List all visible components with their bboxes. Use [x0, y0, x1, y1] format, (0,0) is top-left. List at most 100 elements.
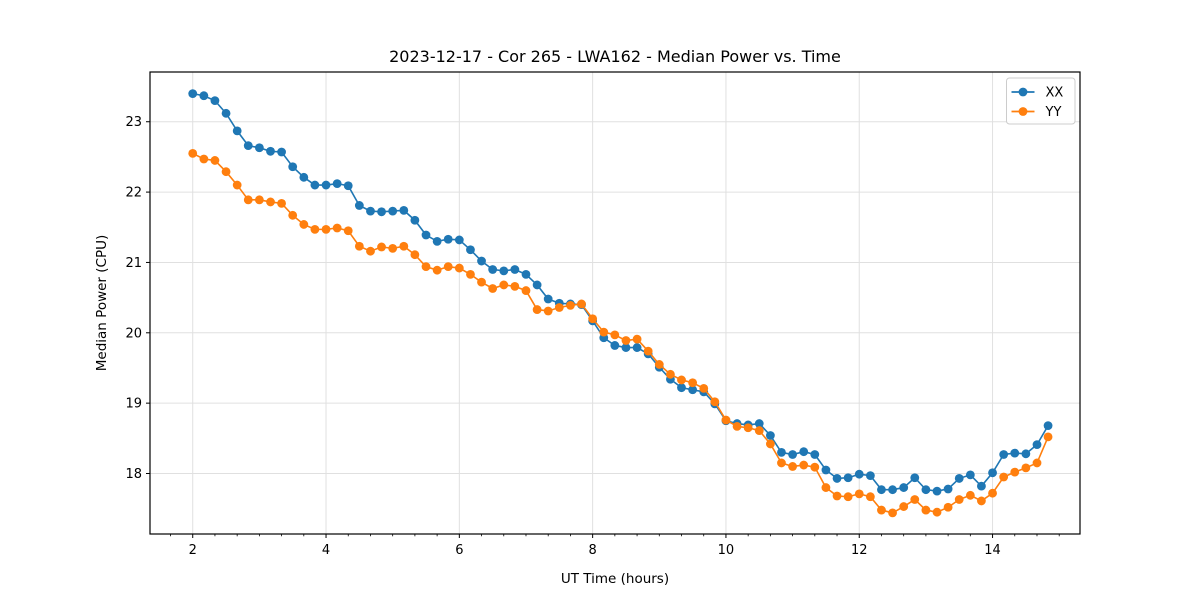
series-marker-YY [988, 488, 997, 498]
series-marker-XX [254, 143, 264, 153]
series-marker-YY [532, 305, 542, 314]
series-marker-YY [366, 246, 375, 256]
series-marker-XX [288, 162, 298, 172]
series-marker-XX [610, 341, 620, 350]
series-marker-YY [254, 195, 264, 205]
series-marker-XX [299, 172, 309, 182]
x-tick-label: 4 [322, 543, 330, 558]
series-marker-YY [566, 300, 575, 310]
series-marker-YY [721, 415, 731, 425]
series-marker-XX [788, 450, 797, 459]
series-marker-XX [810, 450, 820, 459]
series-marker-YY [766, 439, 775, 449]
series-marker-XX [954, 474, 964, 483]
series-marker-XX [877, 485, 886, 495]
series-marker-YY [510, 281, 520, 291]
y-tick-label: 23 [125, 115, 142, 130]
series-marker-YY [410, 250, 420, 260]
series-marker-XX [1032, 440, 1042, 450]
series-marker-XX [466, 245, 475, 255]
series-marker-YY [777, 458, 786, 468]
y-axis-label: Median Power (CPU) [94, 235, 110, 371]
series-marker-YY [732, 421, 742, 431]
series-marker-XX [888, 485, 897, 495]
series-marker-XX [843, 473, 853, 483]
series-marker-XX [632, 343, 642, 352]
series-marker-XX [343, 181, 353, 191]
x-tick-label: 8 [588, 543, 596, 558]
series-marker-YY [899, 502, 909, 511]
series-marker-XX [321, 180, 331, 190]
series-marker-YY [377, 242, 386, 252]
series-marker-XX [943, 484, 953, 494]
series-marker-XX [910, 473, 920, 483]
series-marker-XX [221, 108, 231, 118]
series-marker-YY [699, 383, 709, 393]
series-marker-YY [843, 492, 853, 502]
series-marker-YY [810, 462, 820, 472]
series-marker-XX [388, 206, 398, 216]
series-marker-YY [277, 198, 286, 208]
series-marker-XX [754, 419, 764, 428]
series-marker-YY [477, 277, 486, 287]
series-marker-XX [921, 485, 931, 495]
series-marker-YY [654, 360, 664, 369]
series-marker-YY [610, 330, 620, 340]
series-marker-XX [510, 265, 520, 274]
series-marker-XX [932, 486, 942, 496]
series-marker-YY [677, 375, 686, 385]
series-marker-YY [621, 336, 631, 345]
series-marker-YY [1032, 458, 1042, 468]
series-marker-YY [321, 224, 331, 234]
legend-box [1006, 77, 1076, 125]
series-marker-YY [965, 490, 975, 500]
series-marker-XX [865, 471, 875, 481]
series-marker-XX [443, 234, 453, 244]
series-marker-XX [688, 385, 698, 395]
series-marker-YY [821, 483, 831, 492]
series-marker-XX [621, 343, 631, 352]
legend-label-XX: XX [1046, 86, 1064, 101]
series-marker-YY [454, 263, 464, 273]
series-marker-YY [188, 149, 198, 158]
x-tick-label: 12 [851, 543, 868, 558]
series-marker-YY [266, 197, 275, 207]
series-marker-XX [421, 230, 431, 240]
series-marker-YY [443, 262, 453, 272]
legend-marker-XX [1018, 87, 1028, 97]
series-marker-YY [521, 286, 531, 295]
series-marker-YY [910, 495, 920, 504]
series-marker-XX [777, 447, 786, 457]
series-marker-YY [488, 284, 498, 293]
series-marker-YY [299, 220, 309, 229]
series-marker-YY [310, 224, 320, 234]
series-marker-XX [410, 215, 420, 225]
series-marker-YY [288, 210, 298, 220]
series-marker-YY [888, 508, 897, 518]
series-marker-YY [788, 462, 797, 471]
series-marker-XX [188, 89, 198, 98]
series-marker-YY [432, 265, 442, 275]
series-marker-YY [232, 180, 242, 190]
series-marker-YY [854, 489, 864, 499]
series-marker-YY [399, 241, 409, 251]
x-tick-label: 6 [455, 543, 463, 558]
series-marker-YY [743, 423, 753, 433]
series-marker-YY [588, 314, 598, 324]
y-tick-label: 19 [125, 397, 142, 412]
series-marker-XX [266, 146, 275, 156]
series-marker-YY [332, 223, 342, 233]
y-tick-label: 18 [125, 467, 142, 482]
series-marker-XX [977, 481, 986, 491]
series-marker-YY [977, 496, 986, 506]
series-marker-YY [943, 502, 953, 512]
series-marker-XX [799, 447, 809, 457]
series-marker-YY [688, 378, 698, 388]
series-marker-YY [221, 167, 231, 177]
x-tick-label: 2 [189, 543, 197, 558]
series-marker-XX [499, 266, 509, 276]
series-marker-YY [877, 505, 886, 515]
series-marker-XX [310, 180, 320, 190]
axes-frame [149, 71, 1081, 535]
x-axis-label: UT Time (hours) [561, 571, 669, 587]
